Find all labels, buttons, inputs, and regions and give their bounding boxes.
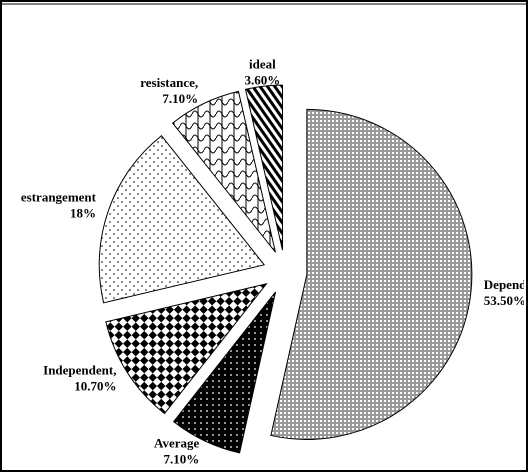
pie-slice — [172, 291, 277, 454]
slice-value-label: 7.10% — [162, 91, 198, 106]
slice-value-label: 53.50% — [484, 293, 526, 308]
slice-label: ideal — [249, 56, 276, 71]
slice-label: estrangement — [21, 190, 97, 205]
pie-slice — [270, 108, 473, 440]
plot: Dependent53.50%Average7.10%Independent,1… — [21, 56, 528, 467]
pie-slice — [244, 84, 284, 251]
slice-value-label: 10.70% — [74, 379, 116, 394]
slice-label: Independent, — [43, 363, 116, 378]
slice-value-label: 3.60% — [245, 72, 281, 87]
slice-label: Average — [154, 436, 199, 451]
pie-slice — [171, 90, 276, 253]
pie-slice — [105, 283, 268, 415]
slice-value-label: 7.10% — [164, 452, 200, 467]
pie-slice — [98, 135, 266, 304]
slice-value-label: 18% — [70, 206, 96, 221]
slice-label: Dependent — [484, 277, 528, 292]
slice-label: resistance, — [140, 75, 198, 90]
